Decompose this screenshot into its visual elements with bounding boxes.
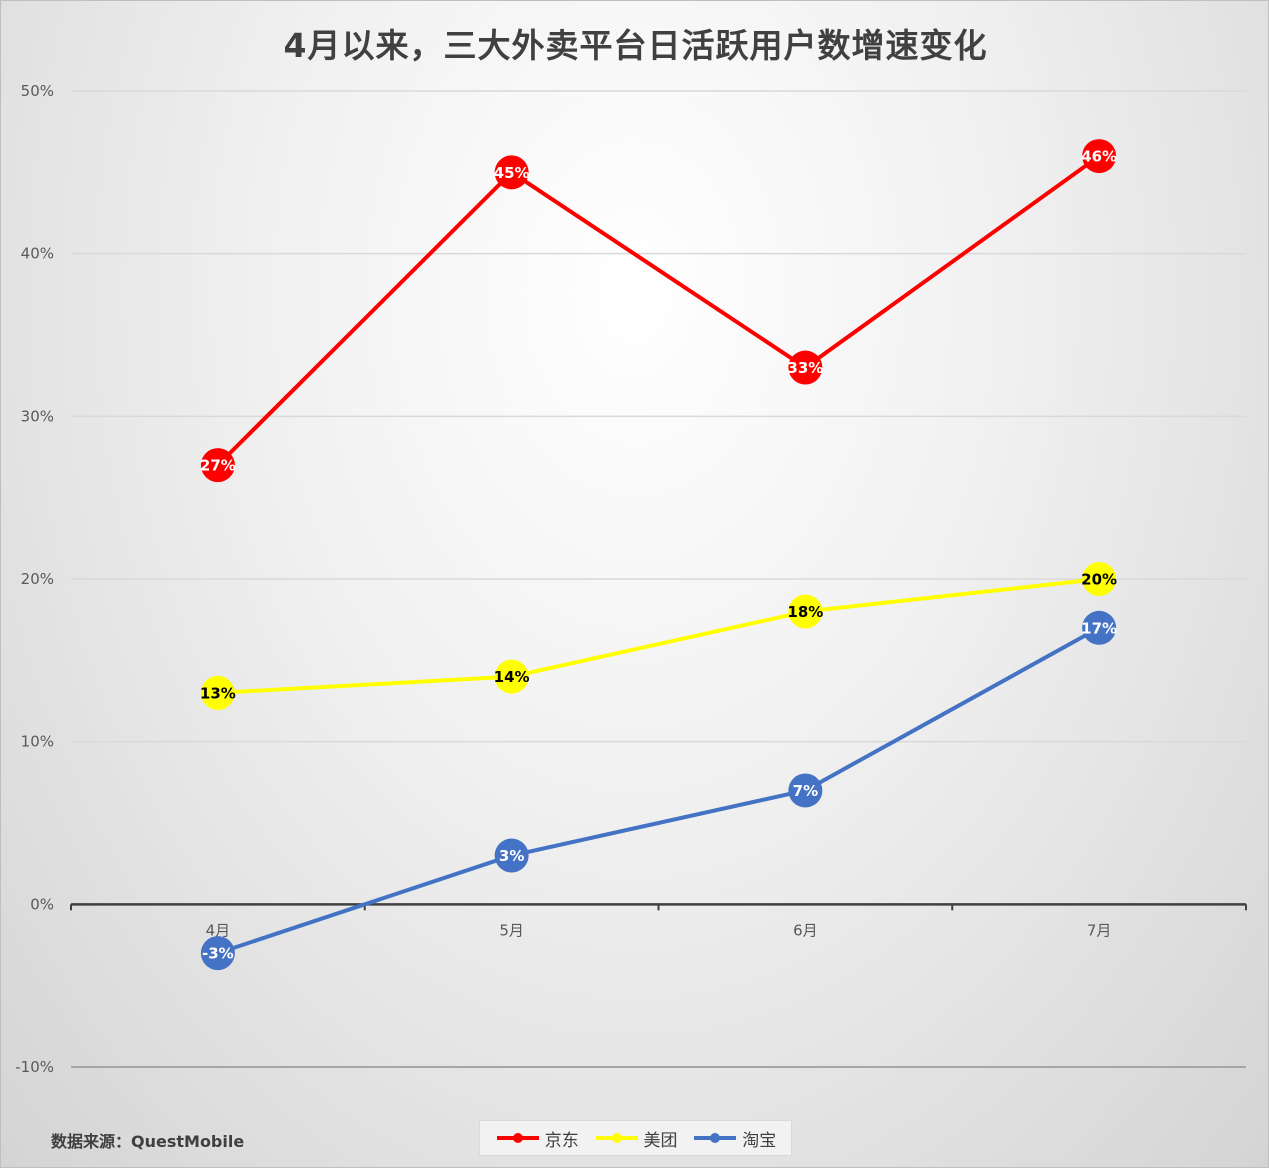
data-point (494, 838, 529, 873)
chart-title: 4月以来，三大外卖平台日活跃用户数增速变化 (283, 26, 988, 65)
series-line (217, 577, 1100, 695)
y-tick-label: 0% (30, 895, 54, 913)
data-label: 20% (1081, 571, 1117, 589)
legend: 京东 美团 淘宝 (479, 1120, 792, 1156)
gridlines (71, 90, 1246, 1068)
series-line (216, 154, 1101, 467)
source-note: 数据来源：QuestMobile (51, 1132, 245, 1151)
data-label: 14% (494, 668, 530, 686)
data-point (788, 594, 823, 629)
data-point (200, 675, 235, 710)
y-tick-label: 40% (21, 245, 54, 263)
data-point (200, 448, 235, 483)
x-tick-label: 7月 (1087, 921, 1112, 939)
data-label: 18% (787, 603, 823, 621)
data-labels: 27% 45% 33% 46% 13% 14% 18% 20% -3% 3% 7% 17% (200, 148, 1117, 963)
y-tick-label: 10% (21, 733, 54, 751)
legend-swatch-taobao (694, 1133, 737, 1143)
legend-label-meituan: 美团 (643, 1130, 678, 1151)
data-label: -3% (202, 945, 234, 963)
data-label: 46% (1081, 148, 1117, 166)
data-point (200, 936, 235, 971)
legend-item-taobao: 淘宝 (692, 1126, 776, 1151)
series-lines (216, 154, 1101, 956)
data-label: 17% (1081, 619, 1117, 637)
data-label: 13% (200, 684, 236, 702)
data-label: 45% (494, 164, 530, 182)
data-markers (200, 139, 1117, 971)
series-line (217, 626, 1101, 956)
data-label: 7% (793, 782, 818, 800)
y-tick-label: 20% (21, 570, 54, 588)
data-point (1082, 610, 1117, 645)
legend-item-jd: 京东 (495, 1126, 579, 1151)
data-point (1082, 562, 1117, 596)
legend-swatch-jd (496, 1133, 539, 1143)
y-tick-label: -10% (15, 1058, 54, 1076)
data-point (788, 350, 823, 385)
legend-label-jd: 京东 (544, 1130, 579, 1151)
data-label: 33% (787, 359, 823, 377)
x-tick-label: 4月 (206, 921, 231, 939)
data-point (1082, 139, 1117, 174)
y-tick-label: 30% (21, 407, 54, 425)
y-tick-label: 50% (21, 82, 54, 100)
data-label: 27% (200, 457, 236, 475)
legend-item-meituan: 美团 (594, 1126, 678, 1151)
legend-label-taobao: 淘宝 (742, 1130, 777, 1151)
data-label: 3% (499, 847, 524, 865)
x-tick-label: 5月 (499, 921, 524, 939)
x-tick-label: 6月 (793, 921, 818, 939)
data-point (788, 773, 823, 808)
data-point (494, 659, 529, 694)
data-point (494, 155, 529, 190)
legend-swatch-meituan (595, 1133, 638, 1143)
